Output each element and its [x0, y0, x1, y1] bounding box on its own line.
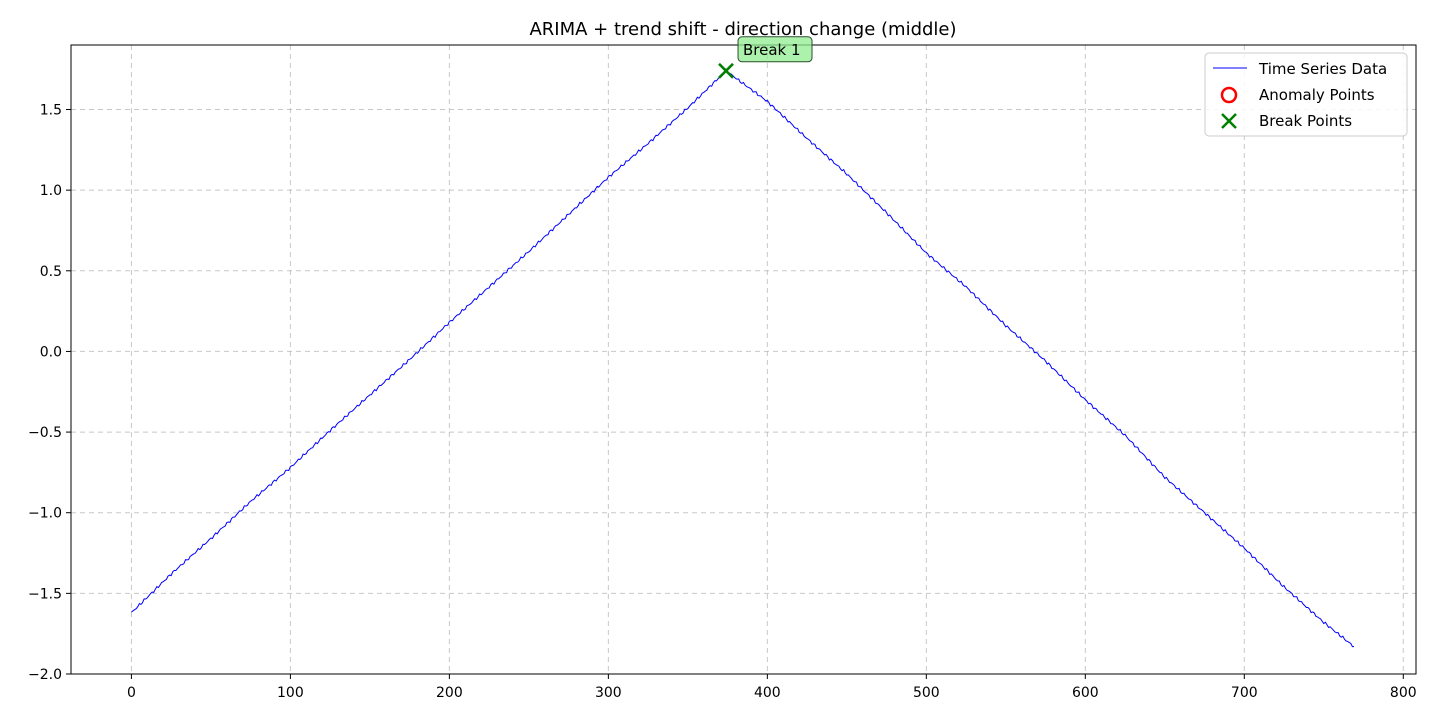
y-tick-label: −2.0 — [28, 667, 62, 683]
break-annotation-box — [737, 36, 813, 63]
y-tick-label: 1.0 — [40, 183, 62, 199]
break-point-stroke — [718, 62, 734, 79]
grid — [71, 45, 1416, 675]
chart-title: ARIMA + trend shift - direction change (… — [529, 19, 956, 40]
y-tick-label: −1.0 — [28, 506, 62, 522]
y-tick-label: 1.5 — [40, 103, 62, 119]
legend-break-swatch — [1221, 113, 1237, 129]
legend: Time Series Data Anomaly Points Break Po… — [1204, 52, 1408, 137]
break-point-marker — [718, 62, 734, 79]
legend-box — [1204, 52, 1408, 137]
break-annotation-label: Break 1 — [743, 41, 801, 59]
x-tick-label: 0 — [127, 685, 136, 701]
x-tick-label: 800 — [1390, 685, 1417, 701]
x-tick-label: 100 — [277, 685, 304, 701]
legend-anomaly-swatch — [1220, 86, 1238, 104]
x-tick-label: 600 — [1072, 685, 1099, 701]
legend-label-series: Time Series Data — [1258, 60, 1387, 78]
y-tick-label: −0.5 — [28, 425, 62, 441]
plot-frame — [70, 44, 1417, 675]
x-tick-label: 500 — [913, 685, 940, 701]
x-tick-label: 700 — [1231, 685, 1258, 701]
legend-label-anomaly: Anomaly Points — [1259, 86, 1375, 104]
series-layer — [131, 68, 1354, 648]
x-tick-label: 400 — [754, 685, 781, 701]
x-tick-label: 300 — [595, 685, 622, 701]
y-tick-label: 0.0 — [40, 344, 62, 360]
legend-label-break: Break Points — [1259, 112, 1352, 130]
axes: 0 100 200 300 400 500 600 700 800 −2.0 −1.5 −1.0 −0.… — [28, 44, 1417, 701]
y-tick-label: 0.5 — [40, 264, 62, 280]
markers: Break 1 — [718, 36, 813, 79]
series-line-0 — [131, 68, 1354, 648]
y-tick-label: −1.5 — [28, 586, 62, 602]
x-tick-label: 200 — [436, 685, 463, 701]
